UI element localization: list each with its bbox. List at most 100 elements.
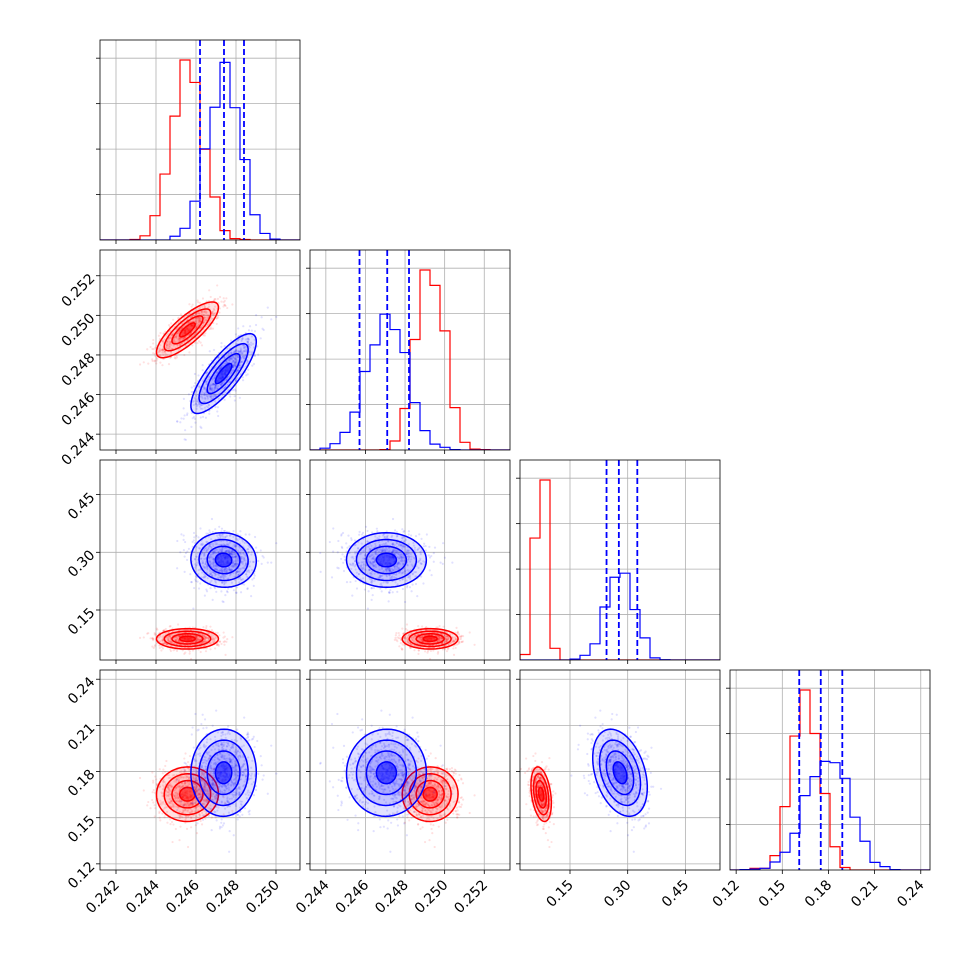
sample-point [166,344,169,347]
sample-point [337,539,340,543]
sample-point [185,558,189,562]
sample-point [194,578,197,581]
sample-point [153,804,156,807]
sample-point [147,800,150,804]
sample-point [245,345,248,349]
sample-point [197,321,201,324]
sample-point [198,316,201,320]
sample-point [211,394,214,397]
sample-point [205,626,208,630]
histogram-panel-p4: 0.12 0.15 0.18 0.21 0.24 [710,669,931,911]
sample-point [204,393,207,396]
sample-point [246,341,249,344]
sample-point [364,525,368,528]
sample-point [253,354,257,358]
x-tick-label: 0.21 [848,877,881,910]
sample-point [432,552,435,555]
sample-point [209,648,212,651]
sample-point [176,343,179,347]
sample-point [439,561,442,564]
sample-point [178,343,182,346]
sample-point [228,358,232,361]
sample-point [209,387,212,390]
sample-point [424,549,428,552]
sample-point [156,628,159,631]
contour-level [155,627,220,650]
sample-point [211,598,214,601]
sample-point [164,330,167,333]
sample-point [236,369,240,372]
sample-point [159,819,162,822]
sample-point [178,337,181,340]
sample-point [340,557,343,561]
sample-point [403,529,406,533]
sample-point [443,556,446,559]
panel-frame [99,249,301,451]
sample-point [184,540,187,544]
sample-point [234,379,237,382]
sample-point [398,645,401,648]
sample-point [371,594,374,597]
panel-frame [729,669,931,871]
sample-point [179,337,182,340]
sample-point [237,369,240,372]
sample-point [210,397,213,400]
sample-point [238,396,241,399]
sample-point [196,400,199,403]
sample-point [239,347,242,350]
sample-point [240,350,243,353]
sample-point [266,306,269,309]
sample-point [200,310,203,313]
sample-point [187,547,191,550]
histogram-panel-p2 [306,249,511,454]
sample-point [261,327,264,330]
sample-point [220,300,223,303]
sample-point [169,341,172,344]
sample-point [193,372,196,376]
sample-point [199,341,202,344]
sample-point [203,406,206,409]
sample-point [205,405,208,408]
sample-point [239,349,242,353]
sample-point [231,369,235,373]
sample-point [407,530,411,533]
sample-point [234,379,237,383]
sample-point [193,536,196,539]
sample-point [160,649,163,652]
sample-point [230,357,233,360]
sample-point [180,417,183,420]
sample-point [242,344,245,347]
sample-point [257,353,260,356]
sample-point [209,395,212,398]
sample-point [164,353,167,356]
sample-point [188,650,191,653]
sample-point [165,344,169,347]
sample-point [229,351,232,354]
sample-point [194,312,198,316]
sample-point [243,347,246,350]
sample-point [223,643,226,646]
sample-point [222,381,226,384]
sample-point [224,362,227,365]
sample-point [200,312,204,316]
sample-point [218,367,221,370]
sample-point [176,567,179,570]
sample-point [196,324,199,328]
histogram-p2-series-1 [310,313,510,450]
sample-point [214,384,217,388]
sample-point [223,356,226,359]
sample-point [205,532,208,535]
sample-point [245,340,249,343]
sample-point [421,625,424,628]
sample-point [468,631,471,634]
histogram-p3-series-0 [520,479,720,660]
sample-point [212,382,215,386]
sample-point [213,647,217,650]
sample-point [408,586,412,589]
sample-point [151,358,154,361]
sample-point [393,529,397,532]
sample-point [214,386,217,389]
y-tick-label: 0.244 [59,429,99,469]
sample-point [226,306,229,310]
sample-point [146,348,149,351]
